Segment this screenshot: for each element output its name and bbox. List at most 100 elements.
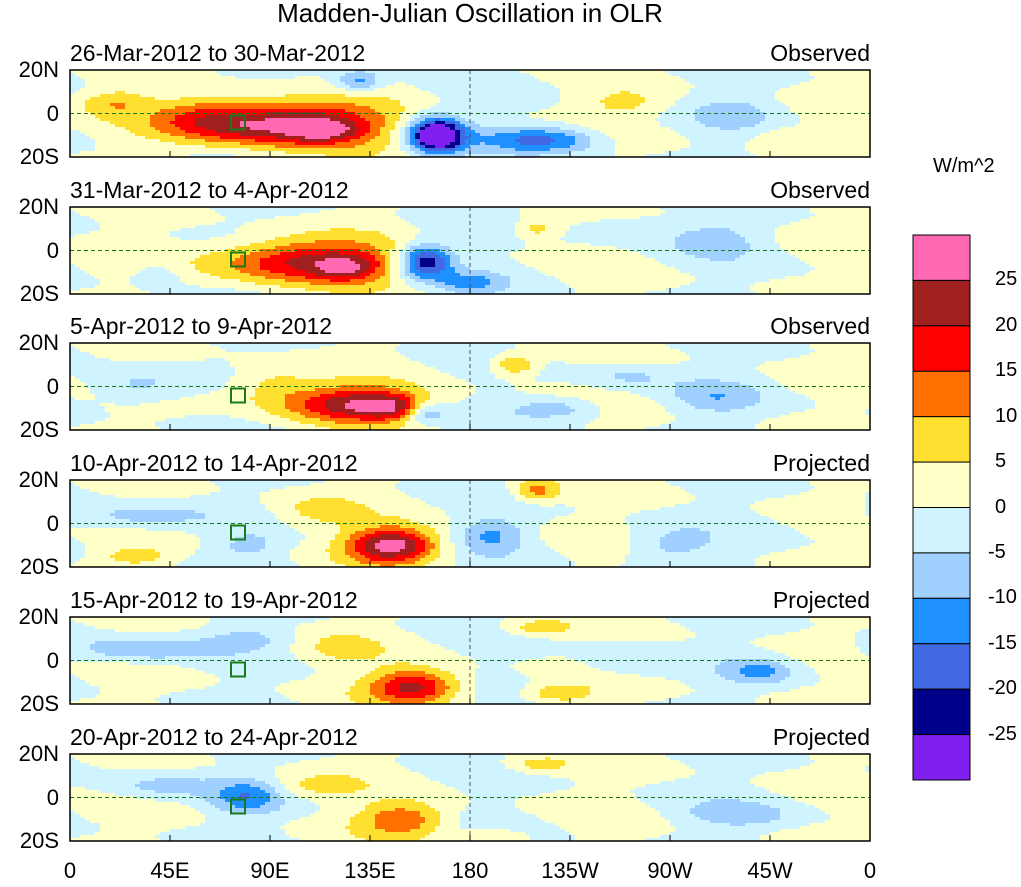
heat-cell	[520, 76, 526, 80]
heat-cell	[460, 88, 466, 92]
heat-cell	[305, 82, 311, 86]
heat-cell	[255, 124, 261, 128]
heat-cell	[530, 76, 536, 80]
heat-cell	[735, 94, 741, 98]
heat-cell	[210, 115, 216, 119]
heat-cell	[160, 121, 166, 125]
heat-cell	[170, 91, 176, 95]
heat-cell	[480, 207, 486, 211]
heat-cell	[315, 103, 321, 107]
heat-cell	[220, 151, 226, 155]
heat-cell	[135, 88, 141, 92]
heat-cell	[75, 121, 81, 125]
heat-cell	[375, 85, 381, 89]
heat-cell	[715, 94, 721, 98]
heat-cell	[560, 207, 566, 211]
heat-cell	[825, 151, 831, 155]
heat-cell	[860, 154, 866, 158]
heat-cell	[445, 76, 451, 80]
heat-cell	[685, 103, 691, 107]
heat-cell	[785, 139, 791, 143]
heat-cell	[865, 103, 871, 107]
heat-cell	[210, 118, 216, 122]
heat-cell	[355, 136, 361, 140]
heat-cell	[310, 136, 316, 140]
heat-cell	[825, 97, 831, 101]
heat-cell	[780, 148, 786, 152]
heat-cell	[135, 210, 141, 214]
heat-cell	[625, 151, 631, 155]
heat-cell	[370, 106, 376, 110]
heat-cell	[450, 70, 456, 74]
heat-cell	[455, 73, 461, 77]
heat-cell	[490, 121, 496, 125]
heat-cell	[335, 115, 341, 119]
heat-cell	[495, 100, 501, 104]
heat-cell	[265, 70, 271, 74]
heat-cell	[800, 210, 806, 214]
heat-cell	[315, 136, 321, 140]
heat-cell	[280, 136, 286, 140]
heat-cell	[130, 85, 136, 89]
heat-cell	[250, 154, 256, 158]
heat-cell	[215, 103, 221, 107]
heat-cell	[375, 136, 381, 140]
heat-cell	[510, 115, 516, 119]
heat-cell	[600, 115, 606, 119]
heat-cell	[605, 73, 611, 77]
heat-cell	[340, 88, 346, 92]
heat-cell	[480, 139, 486, 143]
heat-cell	[565, 118, 571, 122]
heat-cell	[805, 103, 811, 107]
heat-cell	[165, 88, 171, 92]
heat-cell	[865, 121, 871, 125]
heat-cell	[340, 151, 346, 155]
heat-cell	[640, 148, 646, 152]
heat-cell	[830, 82, 836, 86]
heat-cell	[450, 142, 456, 146]
heat-cell	[300, 88, 306, 92]
heat-cell	[395, 118, 401, 122]
heat-cell	[255, 210, 261, 214]
heat-cell	[215, 115, 221, 119]
heat-cell	[580, 82, 586, 86]
heat-cell	[345, 210, 351, 214]
heat-cell	[110, 106, 116, 110]
heat-cell	[355, 106, 361, 110]
heat-cell	[620, 121, 626, 125]
heat-cell	[215, 88, 221, 92]
heat-cell	[360, 103, 366, 107]
heat-cell	[420, 115, 426, 119]
heat-cell	[570, 207, 576, 211]
heat-cell	[690, 118, 696, 122]
heat-cell	[765, 136, 771, 140]
heat-cell	[715, 154, 721, 158]
heat-cell	[165, 106, 171, 110]
heat-cell	[280, 97, 286, 101]
heat-cell	[420, 94, 426, 98]
heat-cell	[240, 139, 246, 143]
heat-cell	[575, 148, 581, 152]
heat-cell	[195, 127, 201, 131]
heat-cell	[565, 106, 571, 110]
heat-cell	[480, 91, 486, 95]
heat-cell	[505, 115, 511, 119]
heat-cell	[475, 118, 481, 122]
heat-cell	[340, 127, 346, 131]
heat-cell	[740, 154, 746, 158]
heat-cell	[375, 82, 381, 86]
heat-cell	[365, 139, 371, 143]
heat-cell	[650, 103, 656, 107]
heat-cell	[865, 91, 871, 95]
heat-cell	[255, 142, 261, 146]
heat-cell	[165, 91, 171, 95]
heat-cell	[800, 100, 806, 104]
heat-cell	[175, 79, 181, 83]
heat-cell	[660, 97, 666, 101]
heat-cell	[620, 100, 626, 104]
heat-cell	[180, 115, 186, 119]
heat-cell	[645, 142, 651, 146]
heat-cell	[220, 127, 226, 131]
heat-cell	[805, 145, 811, 149]
heat-cell	[845, 151, 851, 155]
